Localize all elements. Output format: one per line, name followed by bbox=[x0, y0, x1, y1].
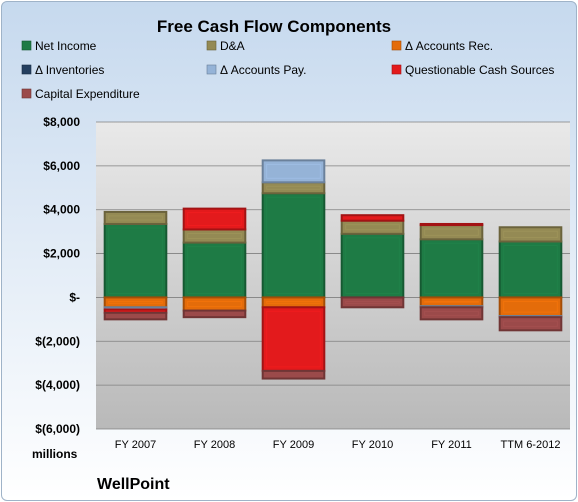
bar-d-a-fy-2009 bbox=[261, 181, 326, 195]
gridlines bbox=[96, 121, 570, 430]
bar-bevel bbox=[345, 237, 400, 294]
bar-net-income-fy-2008 bbox=[182, 241, 247, 299]
bar-accounts-rec-fy-2007 bbox=[103, 296, 168, 309]
bar-capital-expenditure-fy-2007 bbox=[103, 311, 168, 321]
bar-bevel bbox=[503, 230, 558, 239]
bar-bevel bbox=[503, 320, 558, 327]
y-tick-label: $8,000 bbox=[43, 115, 80, 129]
bar-bevel bbox=[424, 242, 479, 294]
bar-d-a-fy-2007 bbox=[103, 210, 168, 225]
x-tick-label: FY 2007 bbox=[115, 439, 156, 451]
bar-accounts-rec-ttm-6-2012 bbox=[498, 296, 563, 318]
bars bbox=[103, 159, 563, 380]
bar-bevel bbox=[503, 245, 558, 294]
legend-item-d-a: D&A bbox=[206, 39, 245, 53]
bar-capital-expenditure-fy-2010 bbox=[340, 296, 405, 309]
y-tick-label: $2,000 bbox=[43, 247, 80, 261]
legend-item-inventories: Δ Inventories bbox=[21, 63, 104, 77]
y-tick-label: $(4,000) bbox=[35, 378, 80, 392]
legend-label: D&A bbox=[220, 39, 245, 53]
bar-bevel bbox=[187, 300, 242, 308]
bar-bevel bbox=[424, 310, 479, 316]
bar-net-income-fy-2007 bbox=[103, 222, 168, 299]
y-tick-label: $(6,000) bbox=[35, 422, 80, 436]
bar-bevel bbox=[266, 185, 321, 190]
bar-bevel bbox=[266, 310, 321, 368]
y-tick-label: $4,000 bbox=[43, 203, 80, 217]
bar-d-a-fy-2008 bbox=[182, 228, 247, 244]
legend-swatch bbox=[206, 40, 217, 51]
legend-item-net-income: Net Income bbox=[21, 39, 97, 53]
bar-capital-expenditure-fy-2011 bbox=[419, 306, 484, 321]
bar-capital-expenditure-fy-2009 bbox=[261, 369, 326, 380]
legend-label: Δ Accounts Pay. bbox=[220, 63, 307, 77]
chart-legend: Net Income D&A Δ Accounts Rec. Δ Inventorie… bbox=[21, 39, 554, 101]
bar-bevel bbox=[503, 300, 558, 313]
legend-swatch bbox=[21, 64, 32, 75]
legend-label: Δ Accounts Rec. bbox=[405, 39, 493, 53]
bar-questionable-cash-sources-fy-2010 bbox=[340, 214, 405, 222]
bar-net-income-fy-2009 bbox=[261, 192, 326, 299]
bar-bevel bbox=[424, 300, 479, 303]
x-tick-label: FY 2010 bbox=[352, 439, 393, 451]
bar-d-a-fy-2011 bbox=[419, 224, 484, 241]
bar-d-a-fy-2010 bbox=[340, 219, 405, 235]
company-label: WellPoint bbox=[97, 476, 170, 493]
bar-net-income-fy-2010 bbox=[340, 232, 405, 299]
legend-label: Capital Expenditure bbox=[35, 87, 140, 101]
y-tick-label: $- bbox=[69, 290, 80, 304]
bar-questionable-cash-sources-fy-2009 bbox=[261, 306, 326, 372]
plot-area bbox=[96, 122, 570, 429]
legend-swatch bbox=[391, 64, 402, 75]
x-tick-label: FY 2011 bbox=[431, 439, 472, 451]
bar-bevel bbox=[345, 224, 400, 231]
bar-questionable-cash-sources-fy-2011 bbox=[419, 222, 484, 227]
bar-bevel bbox=[424, 228, 479, 236]
legend-item-capital-expenditure: Capital Expenditure bbox=[21, 87, 140, 101]
bar-net-income-fy-2011 bbox=[419, 238, 484, 299]
units-label: millions bbox=[32, 447, 78, 461]
legend-swatch bbox=[21, 88, 32, 99]
legend-label: Net Income bbox=[35, 39, 97, 53]
y-tick-label: $(2,000) bbox=[35, 334, 80, 348]
bar-net-income-ttm-6-2012 bbox=[498, 240, 563, 299]
y-tick-label: $6,000 bbox=[43, 159, 80, 173]
legend-label: Questionable Cash Sources bbox=[405, 63, 554, 77]
bar-bevel bbox=[187, 246, 242, 294]
bar-accounts-rec-fy-2008 bbox=[182, 296, 247, 312]
legend-swatch bbox=[206, 64, 217, 75]
bar-bevel bbox=[108, 300, 163, 304]
bar-bevel bbox=[266, 163, 321, 179]
legend-item-accounts-pay: Δ Accounts Pay. bbox=[206, 63, 307, 77]
bar-bevel bbox=[108, 215, 163, 221]
bar-capital-expenditure-ttm-6-2012 bbox=[498, 316, 563, 332]
bar-accounts-rec-fy-2009 bbox=[261, 296, 326, 309]
bar-bevel bbox=[345, 300, 400, 304]
bar-d-a-ttm-6-2012 bbox=[498, 226, 563, 243]
legend-label: Δ Inventories bbox=[35, 63, 104, 77]
bar-accounts-pay-fy-2009 bbox=[261, 159, 326, 184]
legend-item-accounts-rec: Δ Accounts Rec. bbox=[391, 39, 493, 53]
bar-bevel bbox=[266, 196, 321, 294]
bar-bevel bbox=[108, 227, 163, 294]
legend-item-questionable-cash-sources: Questionable Cash Sources bbox=[391, 63, 554, 77]
x-tick-label: FY 2009 bbox=[273, 439, 314, 451]
chart-title: Free Cash Flow Components bbox=[157, 17, 391, 36]
bar-capital-expenditure-fy-2008 bbox=[182, 309, 247, 319]
bar-bevel bbox=[266, 300, 321, 304]
bar-questionable-cash-sources-fy-2008 bbox=[182, 207, 247, 231]
x-axis-ticks: FY 2007 FY 2008 FY 2009 FY 2010 FY 2011 TTM 6… bbox=[115, 439, 561, 451]
legend-swatch bbox=[21, 40, 32, 51]
legend-swatch bbox=[391, 40, 402, 51]
bar-bevel bbox=[187, 212, 242, 226]
bar-bevel bbox=[187, 232, 242, 240]
x-tick-label: TTM 6-2012 bbox=[501, 439, 561, 451]
y-axis-ticks: $8,000 $6,000 $4,000 $2,000 $- $(2,000) $(4,00… bbox=[35, 115, 80, 436]
x-tick-label: FY 2008 bbox=[194, 439, 235, 451]
